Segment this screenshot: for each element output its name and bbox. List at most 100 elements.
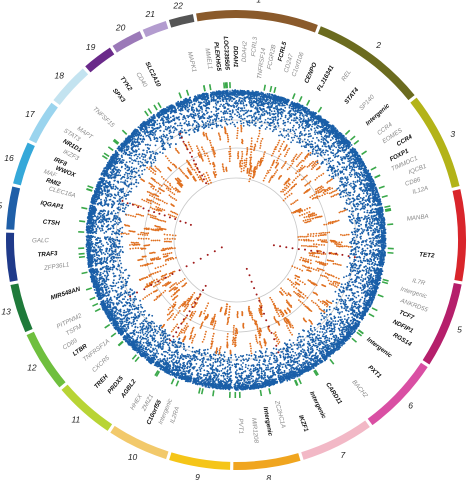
snp-point xyxy=(311,152,314,155)
snp-point xyxy=(341,307,343,309)
snp-point xyxy=(239,120,242,123)
snp-point xyxy=(360,261,362,263)
signal-point xyxy=(302,220,305,222)
signal-point xyxy=(303,239,306,242)
signal-point xyxy=(301,164,303,167)
snp-point xyxy=(237,94,240,96)
snp-point xyxy=(233,97,236,100)
snp-point xyxy=(315,122,318,125)
signal-point xyxy=(245,159,248,162)
signal-point xyxy=(349,246,352,248)
signal-point xyxy=(222,168,225,171)
snp-point xyxy=(364,278,367,281)
snp-point xyxy=(215,124,218,126)
snp-point xyxy=(282,99,285,102)
snp-point xyxy=(356,205,359,208)
snp-point xyxy=(339,196,342,199)
signal-point xyxy=(256,164,259,167)
snp-point xyxy=(283,128,285,130)
snp-point xyxy=(349,253,352,255)
snp-point xyxy=(373,185,375,188)
signal-point xyxy=(303,245,305,247)
signal-point xyxy=(291,160,293,162)
signal-point xyxy=(246,152,248,155)
snp-point xyxy=(258,101,261,104)
snp-point xyxy=(219,100,222,102)
snp-point xyxy=(271,93,274,96)
signal-point xyxy=(309,163,311,166)
signal-point xyxy=(309,235,312,237)
snp-point xyxy=(285,99,288,101)
signal-point xyxy=(219,137,222,140)
signal-point xyxy=(320,174,323,177)
snp-point xyxy=(328,132,331,135)
snp-point xyxy=(369,205,372,208)
snp-point xyxy=(361,292,363,294)
snp-point xyxy=(383,227,386,230)
signal-point xyxy=(298,239,300,241)
snp-point xyxy=(378,231,380,233)
snp-point xyxy=(316,149,319,152)
snp-point xyxy=(369,194,372,197)
snp-point xyxy=(373,197,376,199)
snp-point xyxy=(274,100,277,103)
signal-point xyxy=(223,126,226,129)
snp-point xyxy=(287,99,290,102)
snp-point xyxy=(338,140,341,143)
signal-point xyxy=(325,239,327,242)
snp-point xyxy=(355,277,358,280)
chromosome-arc-14 xyxy=(6,232,18,282)
snp-point xyxy=(264,100,267,103)
snp-point xyxy=(217,100,220,103)
snp-point xyxy=(285,134,288,137)
snp-point xyxy=(288,106,291,109)
signal-point xyxy=(268,181,270,183)
signal-point xyxy=(263,153,265,156)
snp-point xyxy=(234,125,237,128)
snp-point xyxy=(312,123,314,126)
snp-point xyxy=(328,162,330,165)
snp-point xyxy=(284,114,287,117)
snp-point xyxy=(360,227,363,230)
signal-point xyxy=(343,209,346,212)
signal-point xyxy=(312,239,315,242)
snp-point xyxy=(348,215,351,218)
signal-point xyxy=(326,189,329,192)
signal-point xyxy=(284,155,286,158)
signal-point xyxy=(305,245,307,247)
snp-point xyxy=(369,220,371,223)
signal-point xyxy=(262,157,264,160)
snp-point xyxy=(296,141,298,144)
snp-point xyxy=(356,272,358,275)
signal-point xyxy=(253,147,256,150)
signal-point xyxy=(293,211,296,213)
snp-point xyxy=(378,224,380,227)
snp-point xyxy=(289,122,292,124)
snp-point xyxy=(227,104,230,107)
snp-point xyxy=(368,287,371,290)
signal-point xyxy=(259,144,262,147)
signal-point xyxy=(335,189,338,192)
snp-point xyxy=(351,218,353,221)
snp-point xyxy=(343,191,345,194)
snp-point xyxy=(361,269,364,272)
snp-point xyxy=(377,222,380,225)
signal-point xyxy=(318,195,321,198)
snp-point xyxy=(352,180,355,183)
snp-point xyxy=(361,189,364,192)
snp-point xyxy=(375,196,378,199)
snp-point xyxy=(380,223,383,226)
snp-point xyxy=(377,264,380,266)
snp-point xyxy=(357,267,360,270)
snp-point xyxy=(361,165,363,168)
snp-point xyxy=(292,124,295,127)
snp-point xyxy=(371,203,374,206)
signal-point xyxy=(254,143,257,146)
snp-point xyxy=(285,129,288,132)
signal-point xyxy=(284,162,286,165)
snp-point xyxy=(379,226,382,229)
signal-point xyxy=(291,162,294,165)
snp-point xyxy=(308,123,311,126)
snp-point xyxy=(382,262,385,265)
snp-point xyxy=(222,93,224,95)
